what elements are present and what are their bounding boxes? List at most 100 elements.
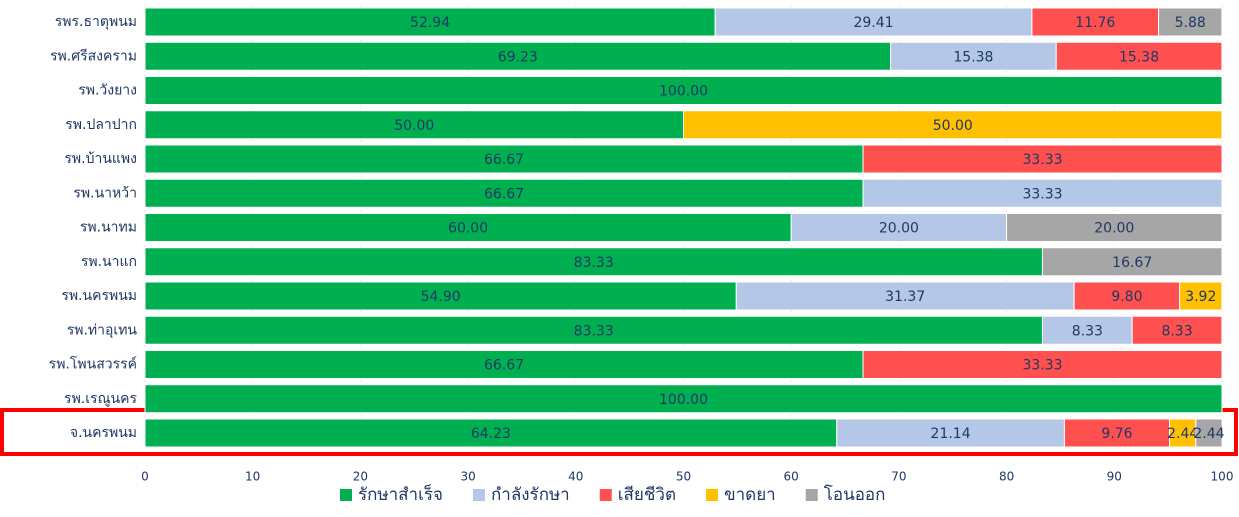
x-tick-label: 60 bbox=[784, 470, 799, 484]
data-label: 2.44 bbox=[1167, 426, 1198, 442]
data-label: 66.67 bbox=[484, 186, 524, 202]
bar-segment bbox=[735, 281, 1075, 311]
data-label: 31.37 bbox=[885, 289, 925, 305]
bar-segment bbox=[1073, 281, 1181, 311]
x-tick-label: 100 bbox=[1211, 470, 1234, 484]
bar-segment bbox=[1055, 41, 1223, 71]
bar-segment bbox=[790, 213, 1008, 242]
y-tick-label: จ.นครพนม bbox=[70, 425, 137, 441]
data-label: 9.80 bbox=[1111, 289, 1142, 305]
data-label: 100.00 bbox=[659, 392, 708, 408]
bar-segment bbox=[683, 110, 1223, 140]
data-label: 69.23 bbox=[498, 49, 538, 65]
bar-segment bbox=[1041, 315, 1133, 345]
data-label: 16.67 bbox=[1112, 255, 1152, 271]
data-label: 83.33 bbox=[574, 255, 614, 271]
bar-segment bbox=[1063, 418, 1171, 448]
legend-swatch bbox=[706, 489, 719, 501]
bar-segment bbox=[144, 213, 792, 242]
bar-segment bbox=[144, 281, 737, 311]
bar-segment bbox=[1041, 247, 1223, 277]
bar-segment bbox=[144, 384, 1223, 414]
y-tick-label: รพ.เรณูนคร bbox=[64, 391, 137, 407]
bar-segment bbox=[1031, 7, 1160, 37]
data-label: 3.92 bbox=[1185, 289, 1216, 305]
legend-swatch bbox=[599, 489, 612, 501]
data-label: 50.00 bbox=[394, 118, 434, 134]
data-label: 66.67 bbox=[484, 152, 524, 168]
bar-segment bbox=[1131, 315, 1223, 345]
data-label: 2.44 bbox=[1193, 426, 1224, 442]
bar-segment bbox=[862, 144, 1223, 174]
x-tick-label: 50 bbox=[676, 470, 691, 484]
y-tick-label: รพ.บ้านแพง bbox=[64, 151, 137, 167]
y-tick-label: รพ.ปลาปาก bbox=[65, 117, 137, 133]
bar-segment bbox=[1158, 7, 1223, 37]
y-tick-label: รพ.ท่าอุเทน bbox=[67, 322, 138, 338]
x-tick-label: 0 bbox=[141, 470, 149, 484]
x-tick-label: 70 bbox=[891, 470, 906, 484]
legend-swatch bbox=[805, 489, 818, 501]
legend-swatch bbox=[340, 489, 352, 501]
legend-label: กำลังรักษา bbox=[491, 485, 570, 505]
y-tick-label: รพ.วังยาง bbox=[78, 83, 137, 99]
bar-segment bbox=[1179, 281, 1223, 311]
y-tick-label: รพ.ศรีสงคราม bbox=[50, 48, 137, 64]
y-tick-label: รพ.นาแก bbox=[81, 254, 137, 270]
data-label: 20.00 bbox=[1094, 221, 1134, 237]
bar-segment bbox=[1006, 213, 1223, 242]
data-label: 100.00 bbox=[659, 84, 708, 100]
bar-segment bbox=[144, 247, 1043, 277]
bar-segment bbox=[862, 350, 1223, 379]
data-label: 52.94 bbox=[410, 15, 450, 31]
y-tick-label: รพ.นาหว้า bbox=[73, 185, 137, 201]
x-tick-label: 20 bbox=[353, 470, 368, 484]
legend-label: รักษาสำเร็จ bbox=[358, 483, 443, 505]
data-label: 29.41 bbox=[853, 15, 893, 31]
data-label: 64.23 bbox=[471, 426, 511, 442]
bar-segment bbox=[1195, 418, 1223, 448]
bar-segment bbox=[144, 178, 864, 208]
y-tick-label: รพ.โพนสวรรค์ bbox=[49, 356, 137, 373]
legend-label: ขาดยา bbox=[724, 485, 776, 505]
bar-segment bbox=[144, 7, 716, 37]
data-label: 8.33 bbox=[1072, 323, 1103, 339]
data-label: 83.33 bbox=[574, 323, 614, 339]
data-label: 8.33 bbox=[1161, 323, 1192, 339]
data-label: 11.76 bbox=[1075, 15, 1115, 31]
legend-label: เสียชีวิต bbox=[618, 485, 676, 505]
data-label: 66.67 bbox=[484, 358, 524, 374]
bar-segment bbox=[144, 110, 684, 140]
y-tick-label: รพ.นครพนม bbox=[61, 288, 137, 304]
legend-swatch bbox=[473, 489, 485, 501]
x-tick-label: 80 bbox=[999, 470, 1014, 484]
data-label: 50.00 bbox=[933, 118, 973, 134]
bar-segment bbox=[144, 350, 864, 379]
data-label: 33.33 bbox=[1022, 152, 1062, 168]
data-label: 20.00 bbox=[879, 221, 919, 237]
y-tick-label: รพร.ธาตุพนม bbox=[55, 14, 137, 30]
bar-segment bbox=[144, 144, 864, 174]
data-label: 33.33 bbox=[1022, 186, 1062, 202]
bar-segment bbox=[144, 76, 1223, 105]
legend-label: โอนออก bbox=[824, 484, 886, 505]
x-tick-label: 40 bbox=[568, 470, 583, 484]
x-tick-label: 30 bbox=[460, 470, 475, 484]
bar-segment bbox=[862, 178, 1223, 208]
data-label: 15.38 bbox=[953, 49, 993, 65]
bar-segment bbox=[144, 418, 838, 448]
data-label: 15.38 bbox=[1119, 49, 1159, 65]
data-label: 21.14 bbox=[931, 426, 971, 442]
x-tick-label: 10 bbox=[245, 470, 260, 484]
data-label: 5.88 bbox=[1175, 15, 1206, 31]
y-tick-label: รพ.นาทม bbox=[80, 220, 137, 236]
data-label: 9.76 bbox=[1101, 426, 1132, 442]
bar-segment bbox=[714, 7, 1033, 37]
x-tick-label: 90 bbox=[1107, 470, 1122, 484]
bar-segment bbox=[144, 315, 1043, 345]
data-label: 60.00 bbox=[448, 221, 488, 237]
bar-segment bbox=[144, 41, 892, 71]
data-label: 33.33 bbox=[1022, 358, 1062, 374]
data-label: 54.90 bbox=[421, 289, 461, 305]
